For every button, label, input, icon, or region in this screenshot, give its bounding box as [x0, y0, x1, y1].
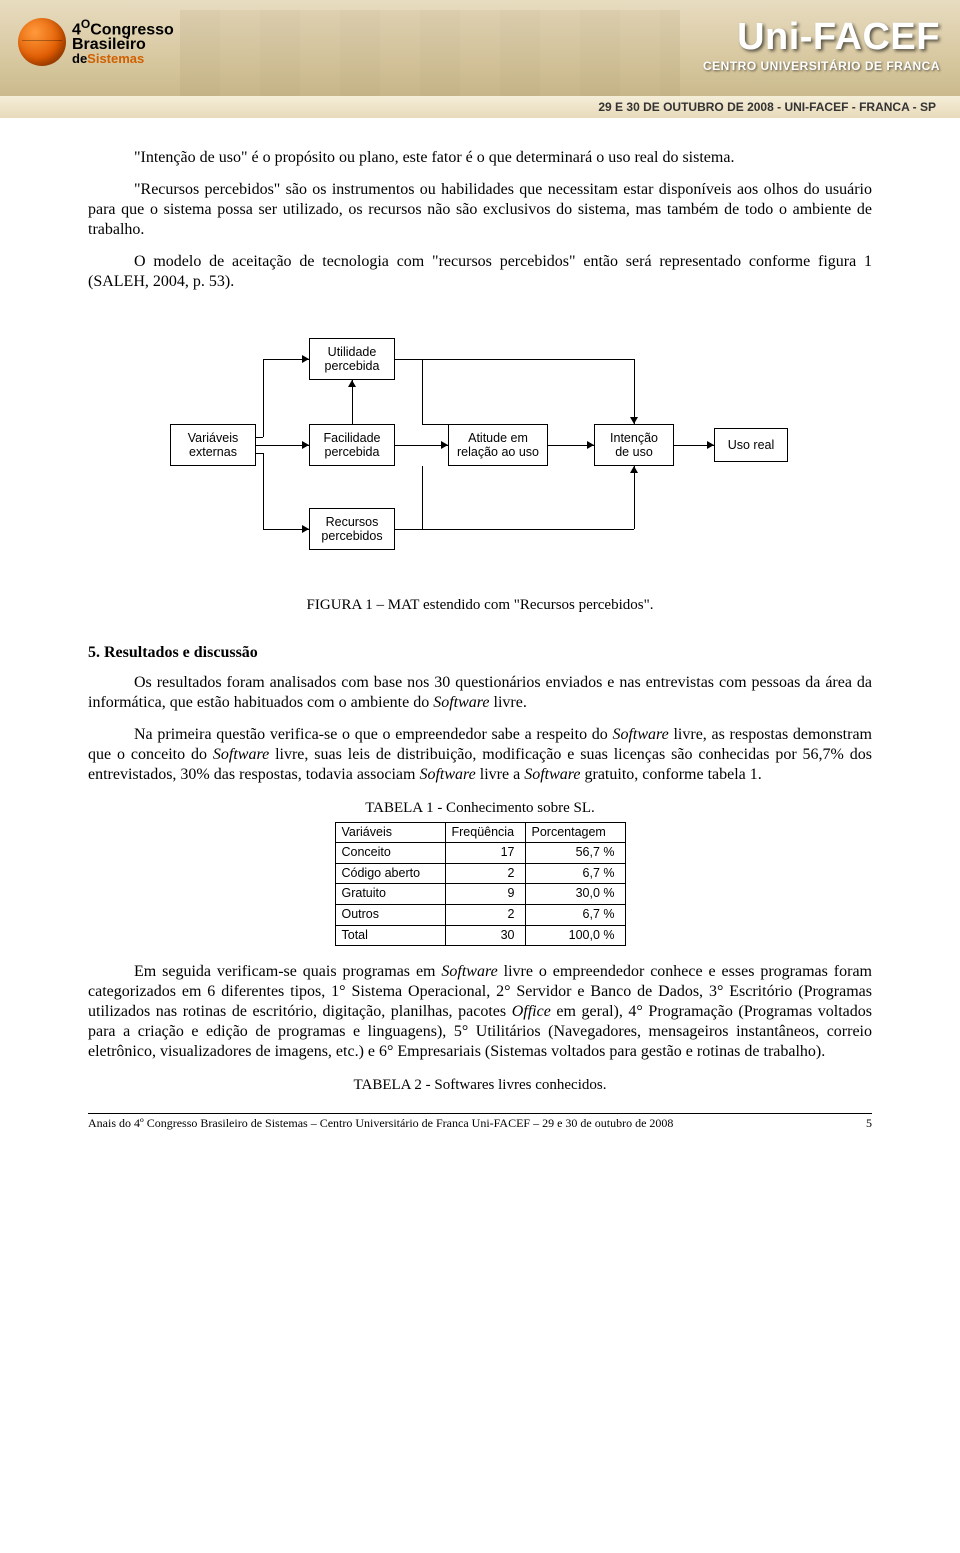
table-1-caption: TABELA 1 - Conhecimento sobre SL.	[88, 799, 872, 818]
table-cell: Código aberto	[335, 863, 445, 884]
mat-flowchart: Variáveisexternas Utilidadepercebida Facil…	[170, 316, 790, 566]
table-cell: Conceito	[335, 843, 445, 864]
p5b-4: livre a	[476, 766, 524, 783]
table-row: Total30100,0 %	[335, 925, 625, 946]
fc-box-atitude: Atitude emrelação ao uso	[448, 424, 548, 466]
header-banner: 4OCongresso Brasileiro deSistemas Uni-FA…	[0, 0, 960, 118]
table-cell: 2	[445, 863, 525, 884]
table-2-caption: TABELA 2 - Softwares livres conhecidos.	[88, 1076, 872, 1095]
table-cell: 30,0 %	[525, 884, 625, 905]
software-italic-4: Software	[419, 766, 475, 783]
p6a: Em seguida verificam-se quais programas …	[134, 963, 441, 980]
table-cell: 30	[445, 925, 525, 946]
software-italic-5: Software	[524, 766, 580, 783]
banner-building-bg	[180, 10, 680, 100]
para-modelo: O modelo de aceitação de tecnologia com …	[88, 252, 872, 292]
table1-header: Porcentagem	[525, 822, 625, 843]
table-cell: 17	[445, 843, 525, 864]
table-cell: 2	[445, 905, 525, 926]
fc-box-facil: Facilidadepercebida	[309, 424, 395, 466]
footer-text: Anais do 4º Congresso Brasileiro de Sist…	[88, 1116, 673, 1131]
table-row: Código aberto26,7 %	[335, 863, 625, 884]
table-cell: Gratuito	[335, 884, 445, 905]
congress-logo-text: 4OCongresso Brasileiro deSistemas	[72, 19, 174, 65]
table-cell: Outros	[335, 905, 445, 926]
para-intencao: "Intenção de uso" é o propósito ou plano…	[88, 148, 872, 168]
table1-header: Freqüência	[445, 822, 525, 843]
software-italic-1: Software	[433, 694, 489, 711]
table-1: VariáveisFreqüênciaPorcentagemConceito17…	[335, 822, 626, 947]
fc-box-var_ext: Variáveisexternas	[170, 424, 256, 466]
table-row: Outros26,7 %	[335, 905, 625, 926]
congress-sup: O	[81, 17, 90, 31]
figure-1-caption: FIGURA 1 – MAT estendido com "Recursos p…	[88, 596, 872, 615]
fc-box-recursos: Recursospercebidos	[309, 508, 395, 550]
office-italic: Office	[512, 1003, 551, 1020]
software-italic-6: Software	[441, 963, 497, 980]
fc-box-uso: Uso real	[714, 428, 788, 462]
uni-facef-logo: Uni-FACEF CENTRO UNIVERSITÁRIO DE FRANCA	[703, 16, 940, 73]
congress-sistemas: Sistemas	[87, 51, 144, 66]
table-cell: 100,0 %	[525, 925, 625, 946]
globe-icon	[18, 18, 66, 66]
para-results-3: Em seguida verificam-se quais programas …	[88, 962, 872, 1062]
uni-logo-sub: CENTRO UNIVERSITÁRIO DE FRANCA	[703, 59, 940, 73]
para-recursos: "Recursos percebidos" são os instrumento…	[88, 180, 872, 240]
footer-page-num: 5	[866, 1116, 872, 1131]
table-row: Gratuito930,0 %	[335, 884, 625, 905]
p5a-tail: livre.	[490, 694, 527, 711]
p5b-1: Na primeira questão verifica-se o que o …	[134, 726, 612, 743]
table-cell: 6,7 %	[525, 863, 625, 884]
table1-header: Variáveis	[335, 822, 445, 843]
fc-box-intencao: Intençãode uso	[594, 424, 674, 466]
table-cell: Total	[335, 925, 445, 946]
footer-rule	[88, 1113, 872, 1114]
banner-date-strip: 29 E 30 DE OUTUBRO DE 2008 - UNI-FACEF -…	[0, 96, 960, 118]
table-cell: 9	[445, 884, 525, 905]
section-5-heading: 5. Resultados e discussão	[88, 643, 872, 663]
software-italic-3: Software	[213, 746, 269, 763]
uni-logo-main: Uni-FACEF	[703, 16, 940, 59]
para-results-2: Na primeira questão verifica-se o que o …	[88, 725, 872, 785]
software-italic-2: Software	[612, 726, 668, 743]
fc-box-util: Utilidadepercebida	[309, 338, 395, 380]
congress-de: de	[72, 51, 87, 66]
table-cell: 56,7 %	[525, 843, 625, 864]
page-content: "Intenção de uso" é o propósito ou plano…	[0, 118, 960, 1157]
p5b-5: gratuito, conforme tabela 1.	[581, 766, 762, 783]
page-footer: Anais do 4º Congresso Brasileiro de Sist…	[88, 1116, 872, 1145]
congress-logo: 4OCongresso Brasileiro deSistemas	[18, 18, 174, 66]
para-results-1: Os resultados foram analisados com base …	[88, 673, 872, 713]
table-cell: 6,7 %	[525, 905, 625, 926]
table-row: Conceito1756,7 %	[335, 843, 625, 864]
